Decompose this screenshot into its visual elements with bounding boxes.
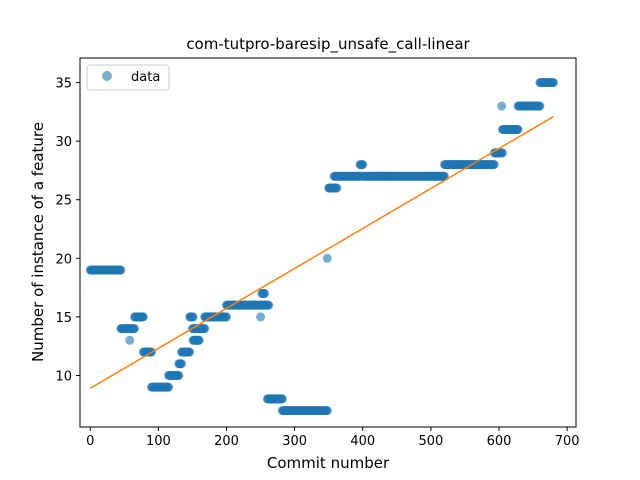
data-point [164, 382, 174, 392]
data-point [358, 160, 368, 170]
data-point [322, 253, 332, 263]
data-point [188, 312, 198, 322]
data-point [177, 359, 187, 369]
data-point [332, 183, 342, 193]
data-point [185, 347, 195, 357]
data-point [116, 265, 126, 275]
data-point [194, 335, 204, 345]
legend-label: data [131, 70, 160, 85]
fit-line-layer [89, 115, 554, 389]
x-tick-label: 500 [418, 434, 443, 449]
data-point [497, 101, 507, 111]
x-tick-label: 0 [86, 434, 94, 449]
x-axis-label: Commit number [267, 454, 390, 472]
data-point [549, 78, 559, 88]
data-point [125, 335, 135, 345]
x-tick-label: 200 [214, 434, 239, 449]
x-tick-label: 700 [555, 434, 580, 449]
y-tick-label: 25 [55, 194, 72, 209]
data-point [260, 288, 270, 298]
y-tick-label: 35 [55, 77, 72, 92]
data-point [221, 312, 231, 322]
x-tick-label: 100 [146, 434, 171, 449]
data-point [174, 370, 184, 380]
data-point [535, 101, 545, 111]
y-tick-label: 30 [55, 135, 72, 150]
x-tick-label: 300 [282, 434, 307, 449]
data-point [497, 148, 507, 158]
data-point [513, 124, 523, 134]
data-point [264, 300, 274, 310]
x-axis-ticks: 0 100 200 300 400 500 600 700 [86, 427, 580, 449]
data-point [200, 324, 210, 334]
data-point [489, 160, 499, 170]
y-axis-ticks: 10 15 20 25 30 35 [55, 77, 80, 384]
legend: data [86, 64, 170, 91]
y-tick-label: 15 [55, 311, 72, 326]
data-point [130, 324, 140, 334]
data-point [138, 312, 148, 322]
legend-marker [102, 71, 112, 81]
fit-line [89, 115, 554, 389]
y-axis-label: Number of instance of a feature [29, 122, 47, 362]
data-point [256, 312, 266, 322]
y-tick-label: 10 [55, 369, 72, 384]
chart-title: com-tutpro-baresip_unsafe_call-linear [186, 35, 470, 54]
data-point [277, 394, 287, 404]
x-tick-label: 400 [350, 434, 375, 449]
y-tick-label: 20 [55, 252, 72, 267]
plot-frame [79, 57, 577, 428]
x-tick-label: 600 [487, 434, 512, 449]
data-point [322, 406, 332, 416]
